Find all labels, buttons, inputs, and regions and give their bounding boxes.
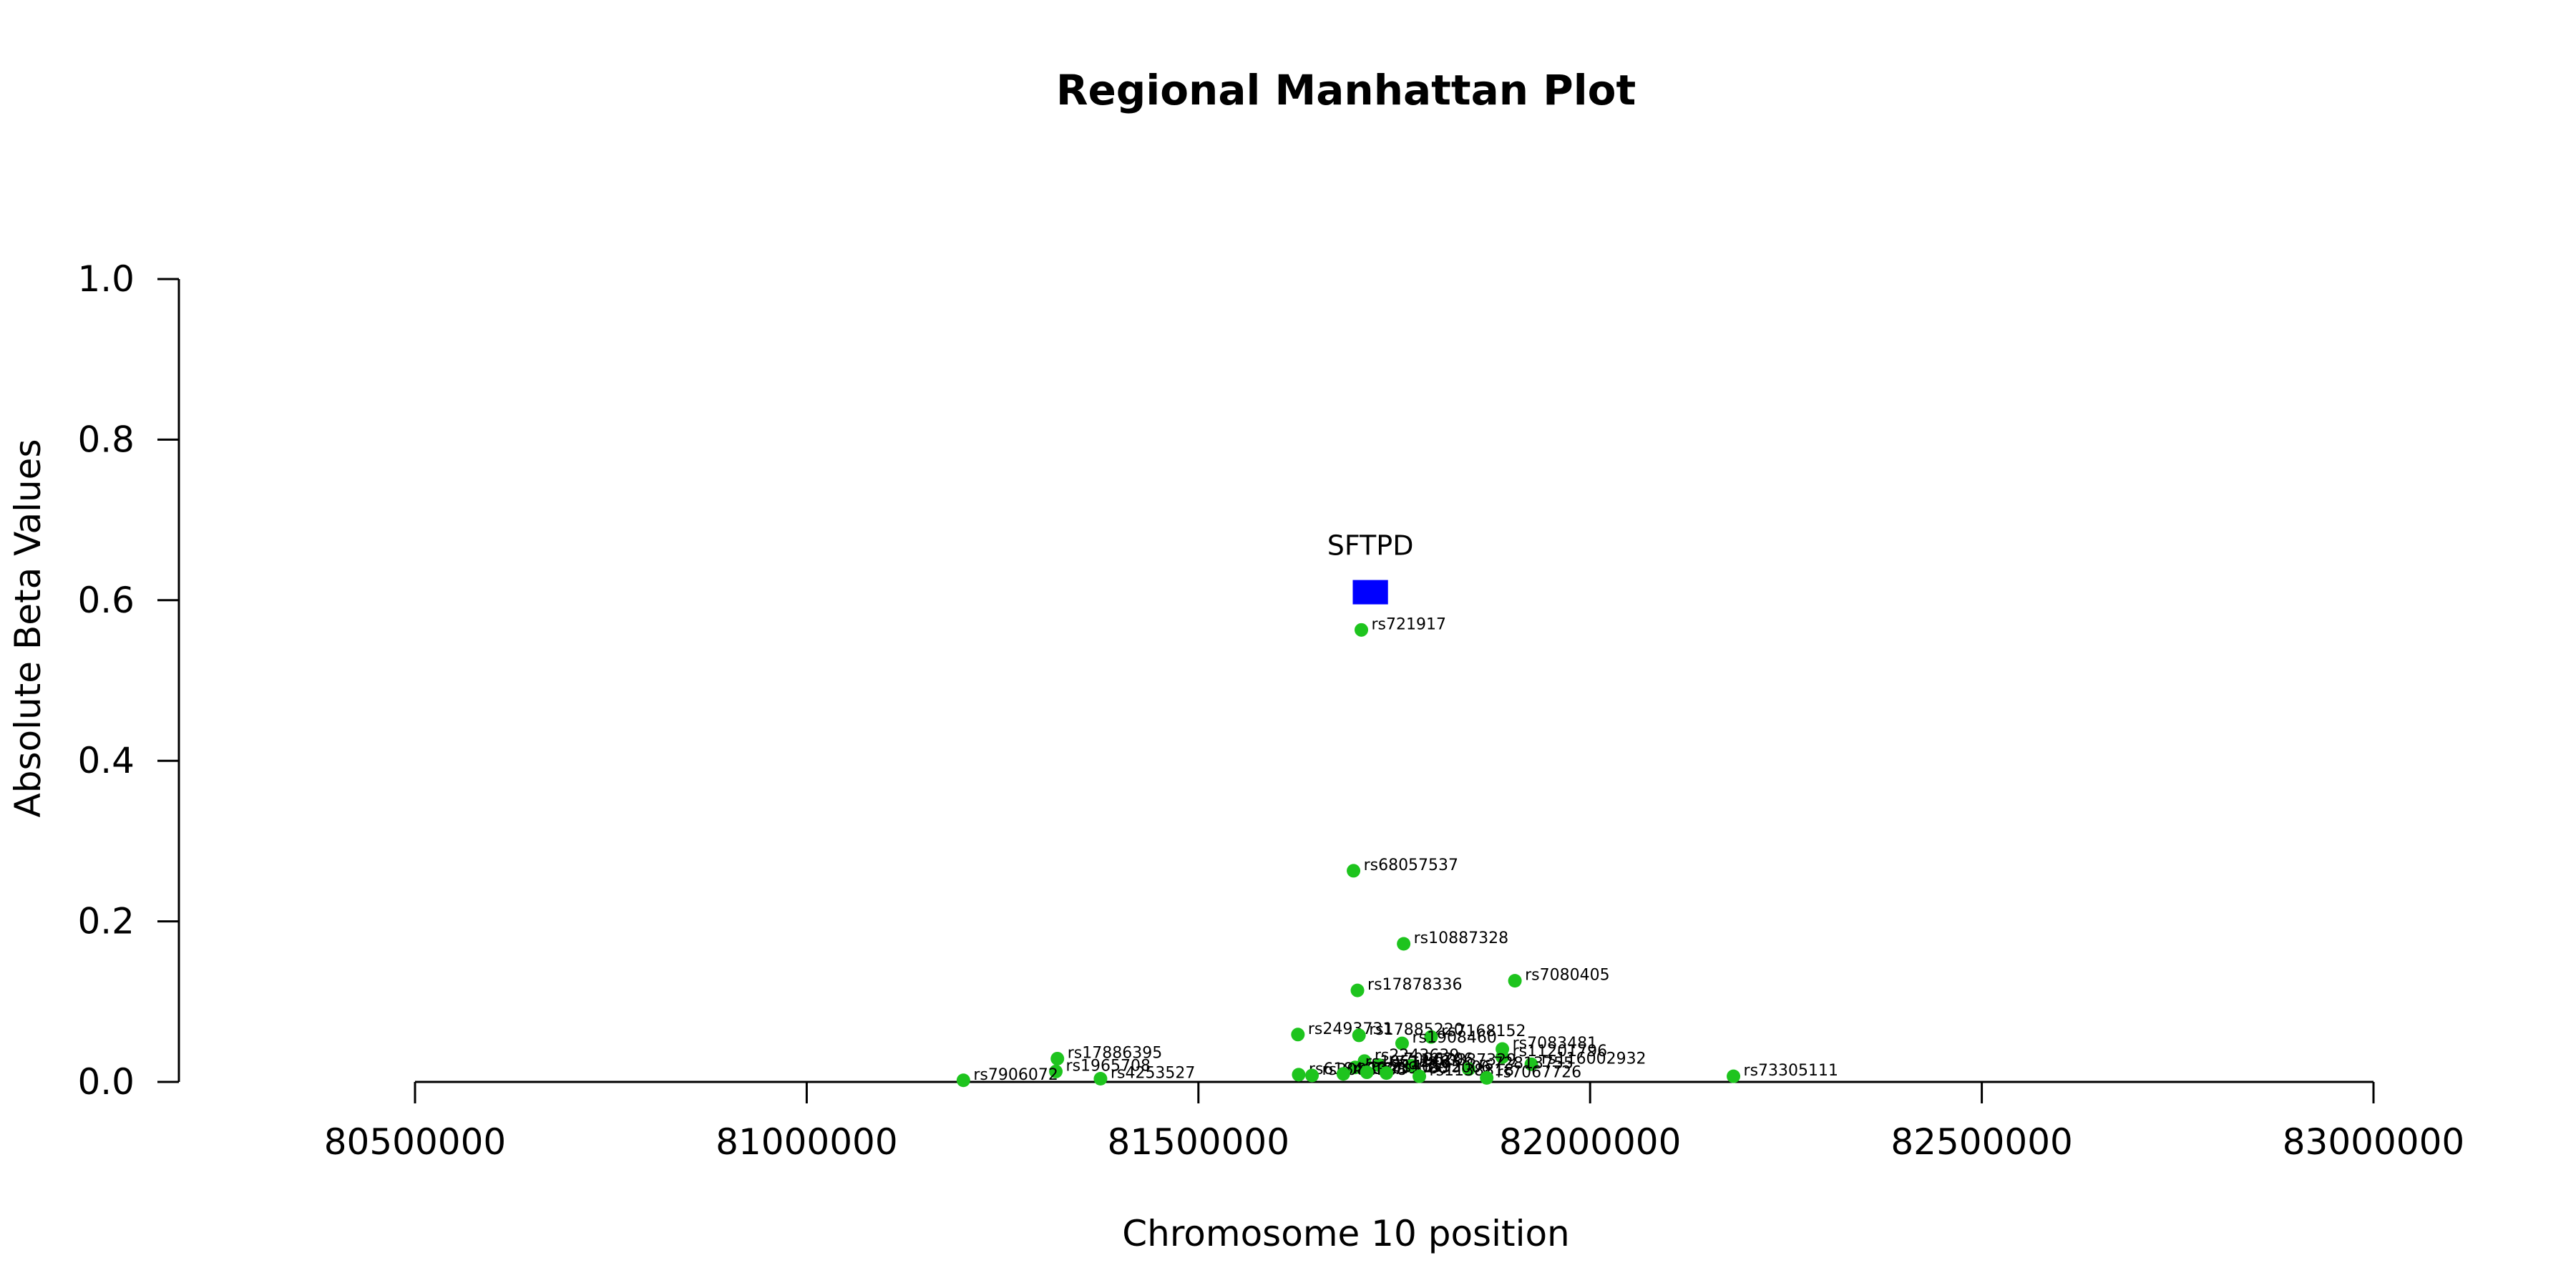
snp-label: rs73305111 <box>1744 1062 1838 1080</box>
snp-label: rs10887328 <box>1414 930 1508 947</box>
snp-point <box>1413 1069 1427 1083</box>
snp-point <box>1395 1036 1409 1050</box>
snp-point <box>1347 864 1361 878</box>
gene-track: SFTPD <box>1327 530 1414 605</box>
snp-label: rs1051246 <box>1365 1053 1450 1071</box>
y-tick-label: 0.4 <box>77 740 135 781</box>
snp-point <box>1292 1068 1306 1082</box>
y-axis-label: Absolute Beta Values <box>7 439 49 818</box>
snp-label: rs7067726 <box>1497 1063 1582 1081</box>
snp-label: rs68057537 <box>1364 857 1458 874</box>
snp-point <box>1380 1066 1394 1080</box>
y-tick-label: 0.6 <box>77 580 135 621</box>
snp-label: rs7083481 <box>1513 1035 1598 1053</box>
snp-point <box>1336 1067 1350 1081</box>
snp-label: rs17885220 <box>1369 1021 1463 1039</box>
x-axis-label: Chromosome 10 position <box>1122 1213 1570 1254</box>
snp-label: rs11201796 <box>1513 1043 1607 1060</box>
y-tick-label: 0.2 <box>77 901 135 942</box>
snp-point <box>1360 1065 1374 1080</box>
snp-point <box>956 1073 970 1088</box>
snp-point <box>1049 1064 1063 1078</box>
snp-point <box>1352 1028 1366 1043</box>
snp-point <box>1350 983 1365 997</box>
snp-point <box>1291 1028 1305 1042</box>
snp-point <box>1480 1070 1494 1085</box>
snp-point <box>1348 1060 1362 1075</box>
snp-points: rs721917 rs68057537 rs10887328 rs7080405 rs1… <box>956 615 1838 1088</box>
snp-point <box>1397 937 1411 951</box>
chart-title: Regional Manhattan Plot <box>1056 66 1636 114</box>
x-tick-label: 83000000 <box>2283 1121 2465 1163</box>
snp-point <box>1405 1059 1419 1073</box>
snp-label: rs1908460 <box>1412 1029 1497 1047</box>
snp-label: rs4253527 <box>1111 1065 1196 1083</box>
snp-label: rs1965708 <box>1066 1057 1151 1075</box>
y-tick-label: 0.0 <box>77 1061 135 1103</box>
gene-block-sftpd <box>1352 580 1388 605</box>
snp-label: rs7080405 <box>1525 967 1610 985</box>
y-tick-label: 1.0 <box>77 258 135 300</box>
snp-label: rs116002932 <box>1541 1050 1646 1068</box>
y-tick-label: 0.8 <box>77 419 135 460</box>
axes: 0.0 0.2 0.4 0.6 0.8 1.0 80500000 81000000 815000… <box>77 258 2464 1163</box>
x-tick-label: 82000000 <box>1499 1121 1682 1163</box>
snp-label: rs17878336 <box>1367 976 1462 994</box>
snp-label: rs72813755 <box>1479 1055 1574 1073</box>
snp-point <box>1355 623 1369 637</box>
snp-point <box>1050 1051 1065 1065</box>
snp-label: rs2493731 <box>1308 1020 1393 1038</box>
snp-point <box>1508 974 1522 988</box>
snp-label: rs2243639 <box>1375 1047 1460 1065</box>
snp-label: rs11595006 <box>1397 1059 1491 1077</box>
snp-point <box>1424 1030 1438 1044</box>
snp-label: rs17886395 <box>1068 1044 1162 1062</box>
snp-label: rs7096206 <box>1389 1050 1474 1068</box>
snp-label: rs7906072 <box>973 1066 1058 1084</box>
x-tick-label: 80500000 <box>324 1121 507 1163</box>
snp-point <box>1093 1072 1108 1086</box>
snp-point <box>1524 1057 1538 1071</box>
x-tick-label: 81000000 <box>716 1121 898 1163</box>
x-tick-label: 82500000 <box>1890 1121 2073 1163</box>
snp-point <box>1496 1050 1510 1064</box>
snp-label: rs7168152 <box>1441 1023 1526 1040</box>
snp-point <box>1305 1068 1319 1083</box>
snp-point <box>1462 1062 1476 1076</box>
snp-point <box>1727 1069 1741 1083</box>
snp-label: rs721917 <box>1372 615 1447 633</box>
snp-label: rs1138818 <box>1430 1062 1515 1080</box>
x-tick-label: 81500000 <box>1108 1121 1290 1163</box>
gene-label: SFTPD <box>1327 530 1414 562</box>
